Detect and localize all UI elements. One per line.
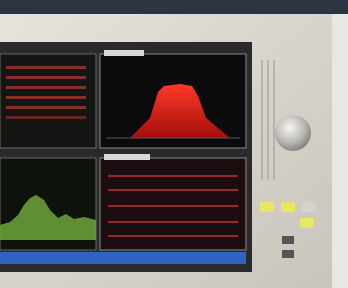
usb-port (282, 236, 294, 244)
panel-tab (104, 50, 144, 56)
status-bar (0, 252, 246, 264)
rotary-knob[interactable] (275, 115, 311, 151)
yellow-button[interactable] (300, 218, 314, 228)
yellow-button[interactable] (260, 202, 274, 212)
panel-tab (104, 154, 150, 160)
button[interactable] (302, 202, 316, 212)
yellow-button[interactable] (281, 202, 295, 212)
page: (() => { const data = JSON.parse(documen… (0, 0, 348, 288)
body-edge (332, 14, 348, 288)
instrument-photo (0, 0, 348, 288)
usb-port (282, 250, 294, 258)
top-strip (0, 0, 348, 14)
